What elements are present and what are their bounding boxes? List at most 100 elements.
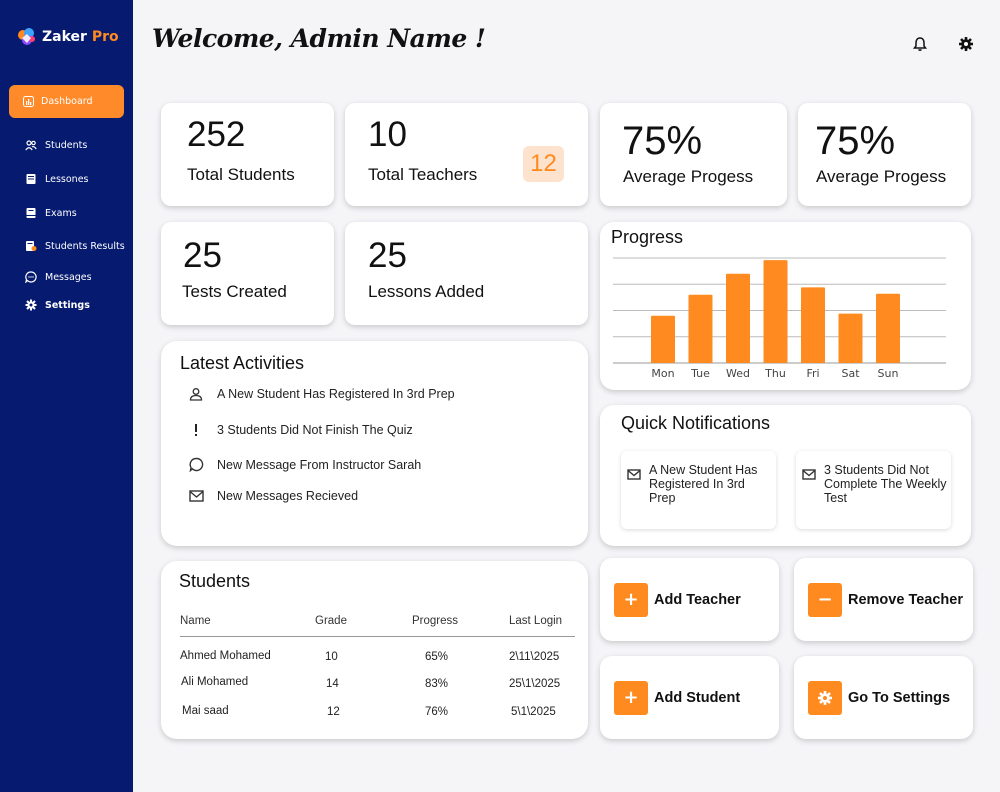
stat-card-total-teachers: 10 Total Teachers 12: [345, 103, 588, 206]
add-teacher-button[interactable]: + Add Teacher: [600, 558, 779, 641]
stat-value: 252: [187, 115, 246, 154]
chart-bar-wed[interactable]: [726, 273, 750, 363]
settings-gear-icon[interactable]: [958, 36, 974, 52]
chart-bar-sat[interactable]: [838, 313, 863, 363]
card-title: Students: [179, 571, 251, 591]
mail-icon: [627, 465, 641, 484]
sidebar-item-students-results[interactable]: Students Results: [25, 240, 125, 252]
stat-value: 75%: [815, 119, 896, 163]
activity-text: 3 Students Did Not Finish The Quiz: [217, 423, 413, 437]
cell-last-login: 25\1\2025: [509, 678, 561, 690]
sidebar: Zaker Pro Dashboard Students Lessones Ex…: [0, 0, 133, 792]
stat-label: Lessons Added: [368, 282, 485, 301]
sidebar-item-dashboard[interactable]: Dashboard: [9, 85, 124, 118]
user-icon: [187, 387, 205, 401]
add-student-button[interactable]: + Add Student: [600, 656, 779, 739]
progress-chart-card: Progress Mon Tue Wed Thu Fri Sat Sun: [600, 222, 971, 390]
book-icon: [26, 174, 36, 184]
sidebar-item-settings[interactable]: Settings: [25, 299, 90, 311]
table-header-name[interactable]: Name: [180, 615, 211, 627]
sidebar-item-label: Settings: [45, 299, 90, 311]
stat-value: 25: [368, 236, 407, 275]
button-label: Add Teacher: [654, 591, 741, 608]
cell-progress: 65%: [425, 651, 449, 663]
quick-notifications-card: Quick Notifications A New Student Has Re…: [600, 405, 971, 546]
chart-x-label: Tue: [690, 367, 710, 380]
activity-text: A New Student Has Registered In 3rd Prep: [217, 387, 455, 401]
chart-bar-sun[interactable]: [876, 293, 900, 363]
sidebar-item-messages[interactable]: Messages: [25, 271, 92, 283]
plus-icon: +: [614, 680, 648, 715]
table-divider: [180, 636, 575, 637]
stat-label: Tests Created: [182, 282, 287, 301]
cell-name: Ahmed Mohamed: [180, 650, 271, 662]
cell-grade: 10: [325, 651, 338, 663]
gear-icon: [808, 680, 842, 715]
activity-item[interactable]: 3 Students Did Not Finish The Quiz: [187, 423, 413, 437]
chart-x-label: Thu: [764, 367, 786, 380]
cell-name: Mai saad: [182, 705, 229, 717]
sidebar-item-label: Messages: [45, 271, 92, 283]
chart-bar-thu[interactable]: [763, 260, 788, 363]
chart-title: Progress: [611, 227, 684, 247]
mail-icon: [802, 465, 816, 484]
button-label: Go To Settings: [848, 689, 951, 706]
chart-bar-mon[interactable]: [651, 315, 675, 363]
latest-activities-card: Latest Activities A New Student Has Regi…: [161, 341, 588, 546]
gear-icon: [25, 299, 37, 311]
sidebar-item-label: Lessones: [45, 173, 89, 185]
button-label: Remove Teacher: [848, 591, 963, 608]
sidebar-item-label: Dashboard: [41, 96, 93, 107]
table-header-progress[interactable]: Progress: [412, 615, 459, 627]
users-icon: [25, 140, 37, 151]
stat-value: 75%: [622, 119, 703, 163]
go-to-settings-button[interactable]: Go To Settings: [794, 656, 973, 739]
cell-grade: 12: [327, 706, 340, 718]
stat-value: 25: [183, 236, 222, 275]
sidebar-item-exams[interactable]: Exams: [25, 207, 77, 219]
chat-icon: [187, 457, 205, 472]
sidebar-item-students[interactable]: Students: [25, 139, 87, 151]
activity-text: New Message From Instructor Sarah: [217, 457, 422, 472]
stat-card-average-progress-2: 75% Average Progess: [798, 103, 971, 206]
logo-icon: [18, 28, 35, 45]
mail-icon: [187, 490, 205, 502]
remove-teacher-button[interactable]: − Remove Teacher: [794, 558, 973, 641]
notification-item[interactable]: A New Student Has Registered In 3rd Prep: [621, 451, 776, 529]
stat-card-total-students: 252 Total Students: [161, 103, 334, 206]
stat-card-lessons-added: 25 Lessons Added: [345, 222, 588, 325]
page-title: Welcome, Admin Name !: [152, 24, 486, 53]
logo[interactable]: Zaker Pro: [16, 26, 119, 48]
stat-label: Average Progess: [816, 167, 947, 186]
notification-item[interactable]: 3 Students Did Not Complete The Weekly T…: [796, 451, 951, 529]
cell-progress: 83%: [425, 678, 449, 690]
sidebar-item-label: Students: [45, 139, 88, 151]
cell-last-login: 5\1\2025: [511, 706, 556, 718]
activity-item[interactable]: A New Student Has Registered In 3rd Prep: [187, 387, 455, 401]
chart-x-label: Fri: [806, 367, 819, 380]
stat-card-tests-created: 25 Tests Created: [161, 222, 334, 325]
activity-text: New Messages Recieved: [217, 489, 359, 503]
activity-item[interactable]: New Messages Recieved: [187, 489, 358, 503]
plus-icon: +: [614, 582, 648, 617]
chart-bar-tue[interactable]: [688, 294, 713, 363]
notebook-icon: [26, 208, 36, 218]
card-title: Latest Activities: [180, 353, 305, 373]
dashboard-icon: [23, 96, 34, 107]
progress-bar-chart: Mon Tue Wed Thu Fri Sat Sun: [613, 257, 946, 380]
cell-last-login: 2\11\2025: [509, 651, 560, 663]
table-header-last-login[interactable]: Last Login: [509, 615, 563, 627]
chart-bar-fri[interactable]: [801, 287, 825, 363]
bell-icon[interactable]: [912, 36, 928, 52]
sidebar-item-lessons[interactable]: Lessones: [25, 173, 89, 185]
table-header-grade[interactable]: Grade: [315, 615, 347, 627]
chart-x-label: Sun: [878, 367, 899, 380]
sidebar-item-label: Exams: [45, 207, 77, 219]
cell-name: Ali Mohamed: [181, 676, 249, 688]
chart-x-label: Sat: [841, 367, 860, 380]
stat-label: Total Students: [187, 165, 295, 184]
stat-card-average-progress: 75% Average Progess: [600, 103, 787, 206]
minus-icon: −: [808, 582, 842, 617]
activity-item[interactable]: New Message From Instructor Sarah: [187, 457, 421, 472]
sidebar-item-label: Students Results: [45, 240, 125, 252]
